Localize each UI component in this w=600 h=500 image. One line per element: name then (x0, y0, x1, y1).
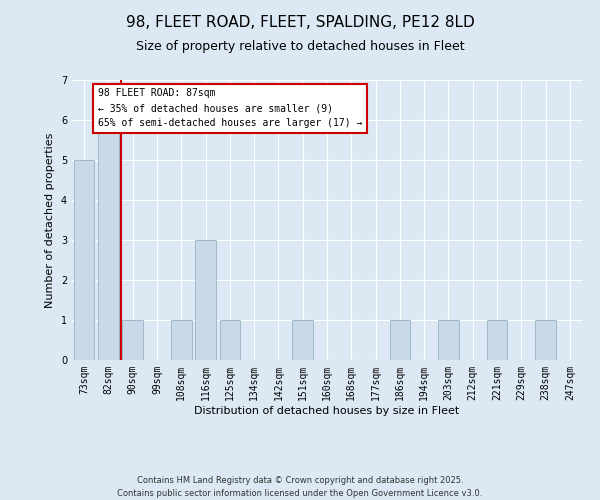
Text: 98 FLEET ROAD: 87sqm
← 35% of detached houses are smaller (9)
65% of semi-detach: 98 FLEET ROAD: 87sqm ← 35% of detached h… (97, 88, 362, 128)
Bar (292, 320, 313, 360)
Bar (122, 320, 143, 360)
Bar (195, 240, 216, 360)
Bar (74, 160, 94, 360)
Bar (487, 320, 508, 360)
Bar (171, 320, 191, 360)
Text: Size of property relative to detached houses in Fleet: Size of property relative to detached ho… (136, 40, 464, 53)
Text: Contains HM Land Registry data © Crown copyright and database right 2025.
Contai: Contains HM Land Registry data © Crown c… (118, 476, 482, 498)
Bar (389, 320, 410, 360)
Bar (438, 320, 459, 360)
Y-axis label: Number of detached properties: Number of detached properties (46, 132, 55, 308)
Bar (220, 320, 240, 360)
Bar (98, 120, 119, 360)
Text: 98, FLEET ROAD, FLEET, SPALDING, PE12 8LD: 98, FLEET ROAD, FLEET, SPALDING, PE12 8L… (125, 15, 475, 30)
X-axis label: Distribution of detached houses by size in Fleet: Distribution of detached houses by size … (194, 406, 460, 415)
Bar (535, 320, 556, 360)
